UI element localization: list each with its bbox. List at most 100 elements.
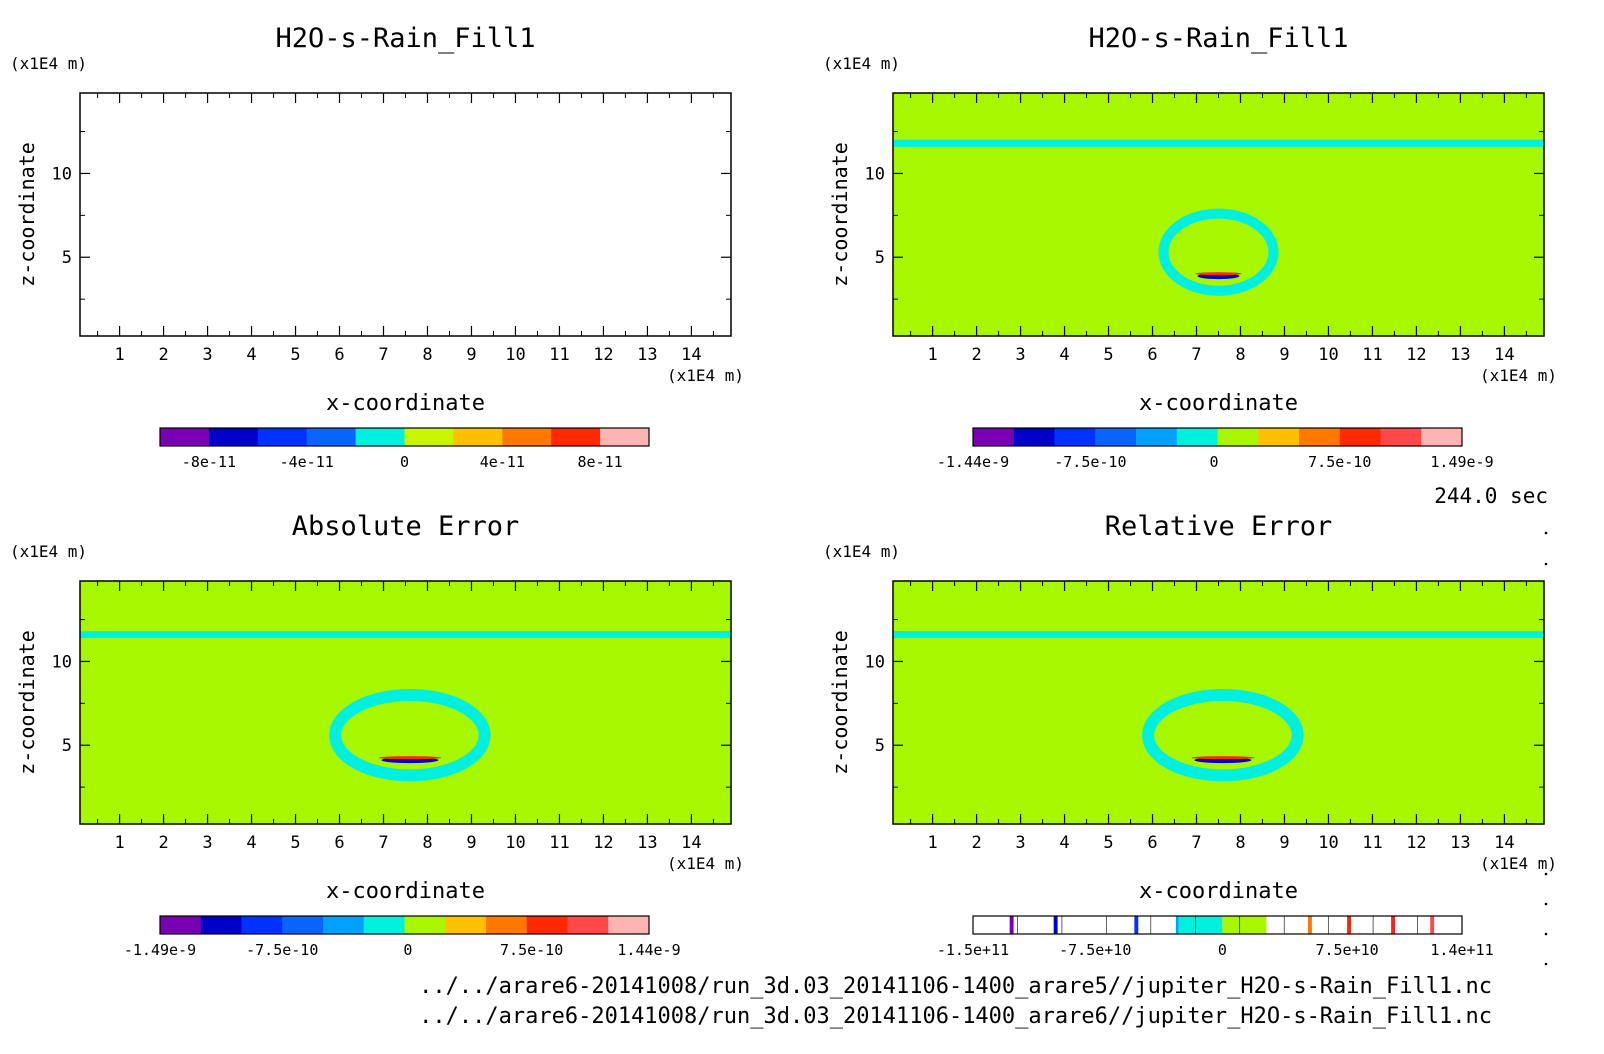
- x-tick-label: 14: [1494, 345, 1514, 365]
- colorbar-segment: [551, 428, 601, 446]
- x-tick-label: 13: [637, 833, 657, 853]
- y-axis-label: z-coordinate: [15, 142, 39, 287]
- colorbar-segment: [502, 428, 552, 446]
- x-tick-label: 2: [158, 345, 168, 365]
- y-tick-label: 10: [52, 164, 72, 184]
- colorbar-segment: [1136, 428, 1178, 446]
- colorbar-frame: [159, 427, 650, 447]
- x-tick-label: 7: [1191, 345, 1201, 365]
- x-tick-label: 3: [1015, 833, 1025, 853]
- colorbar-segment: [486, 916, 528, 934]
- colorbar-tick-label: 7.5e+10: [1315, 941, 1378, 959]
- x-tick-label: 2: [158, 833, 168, 853]
- colorbar-frame: [972, 427, 1463, 447]
- colorbar-segment: [1391, 916, 1396, 934]
- x-tick-label: 7: [1191, 833, 1201, 853]
- colorbar-frame: [972, 915, 1463, 935]
- x-tick-label: 12: [1406, 833, 1426, 853]
- x-tick-label: 10: [505, 345, 525, 365]
- colorbar-segment: [1178, 916, 1223, 934]
- bubble-ring: [329, 688, 491, 782]
- x-tick-label: 9: [1279, 833, 1289, 853]
- x-axis-label: x-coordinate: [1139, 879, 1298, 904]
- x-tick-label: 11: [549, 345, 569, 365]
- x-tick-label: 8: [422, 345, 432, 365]
- bubble-ring: [1158, 208, 1279, 296]
- x-tick-label: 14: [681, 345, 701, 365]
- colorbar-segment: [355, 428, 405, 446]
- bubble-positive-core: [1191, 756, 1255, 760]
- colorbar-segment: [306, 428, 357, 446]
- colorbar-tick-label: -8e-11: [182, 453, 236, 471]
- x-tick-label: 4: [246, 345, 256, 365]
- colorbar-segment: [282, 916, 324, 934]
- colorbar-segment: [1009, 916, 1014, 934]
- y-tick-label: 5: [62, 736, 72, 756]
- colorbar-segment: [1134, 916, 1139, 934]
- colorbar-segment: [567, 916, 609, 934]
- colorbar-segment: [1258, 428, 1300, 446]
- margin-dots: [1544, 531, 1548, 966]
- colorbar-tick-label: -1.44e-9: [937, 453, 1009, 471]
- x-tick-label: 3: [202, 345, 212, 365]
- colorbar-tick-label: 0: [403, 941, 412, 959]
- colorbar-segment: [363, 916, 405, 934]
- colorbar-segment: [1217, 428, 1259, 446]
- panel-4: Relative Error(x1E4 m)1 2 3 4 5 6 7 8 9 10 11 12 13 1…: [823, 511, 1557, 959]
- x-tick-label: 10: [1318, 833, 1338, 853]
- colorbar-segment: [200, 916, 242, 934]
- colorbar-segment: [1339, 428, 1381, 446]
- colorbar-segment: [1175, 916, 1180, 934]
- colorbar-tick-label: 1.4e+11: [1430, 941, 1493, 959]
- x-tick-label: 7: [378, 833, 388, 853]
- time-label: 244.0 sec: [1434, 484, 1548, 508]
- x-tick-label: 6: [334, 833, 344, 853]
- colorbar-segment: [1176, 428, 1218, 446]
- bubble-positive-core: [378, 756, 442, 760]
- y-tick-label: 5: [875, 736, 885, 756]
- colorbar-segment: [1430, 916, 1435, 934]
- y-tick-label: 10: [52, 652, 72, 672]
- colorbar-tick-label: -7.5e-10: [246, 941, 318, 959]
- x-axis-label: x-coordinate: [1139, 391, 1298, 416]
- x-tick-label: 11: [549, 833, 569, 853]
- y-tick-label: 5: [62, 248, 72, 268]
- x-tick-label: 8: [422, 833, 432, 853]
- colorbar-segment: [404, 916, 446, 934]
- x-tick-label: 1: [927, 833, 937, 853]
- x-tick-label: 6: [1147, 345, 1157, 365]
- panel-1: H2O-s-Rain_Fill1(x1E4 m)1 2 3 4 5 6 7 8 9 10 11 12 1…: [10, 23, 744, 471]
- x-tick-label: 13: [1450, 833, 1470, 853]
- x-unit-label: (x1E4 m): [667, 854, 744, 873]
- colorbar-tick-label: 0: [400, 453, 409, 471]
- upper-band: [893, 631, 1544, 639]
- colorbar-tick-label: -1.5e+11: [937, 941, 1009, 959]
- x-tick-label: 6: [334, 345, 344, 365]
- x-tick-label: 5: [1103, 833, 1113, 853]
- colorbar-segment: [1053, 916, 1058, 934]
- upper-band: [80, 631, 731, 639]
- y-axis-label: z-coordinate: [828, 142, 852, 287]
- panel-title: Relative Error: [1105, 511, 1333, 542]
- colorbar-segment: [1307, 916, 1312, 934]
- bubble-positive-core: [1195, 272, 1242, 276]
- y-axis-label: z-coordinate: [15, 630, 39, 775]
- colorbar-segment: [1380, 428, 1422, 446]
- x-tick-label: 4: [246, 833, 256, 853]
- panel-title: H2O-s-Rain_Fill1: [275, 23, 535, 54]
- x-tick-label: 14: [1494, 833, 1514, 853]
- colorbar-segment: [1347, 916, 1351, 934]
- colorbar-tick-label: -4e-11: [280, 453, 334, 471]
- colorbar-segment: [208, 428, 259, 446]
- colorbar-tick-label: 0: [1210, 453, 1219, 471]
- file-path-2: ../../arare6-20141008/run_3d.03_20141106…: [419, 1004, 1492, 1029]
- y-tick-label: 10: [865, 164, 885, 184]
- x-tick-label: 12: [593, 833, 613, 853]
- colorbar-segment: [526, 916, 568, 934]
- x-unit-label: (x1E4 m): [667, 366, 744, 385]
- colorbar-tick-label: 7.5e-10: [1308, 453, 1371, 471]
- colorbar-segment: [1054, 428, 1096, 446]
- colorbar-tick-label: 7.5e-10: [500, 941, 563, 959]
- x-tick-label: 8: [1235, 833, 1245, 853]
